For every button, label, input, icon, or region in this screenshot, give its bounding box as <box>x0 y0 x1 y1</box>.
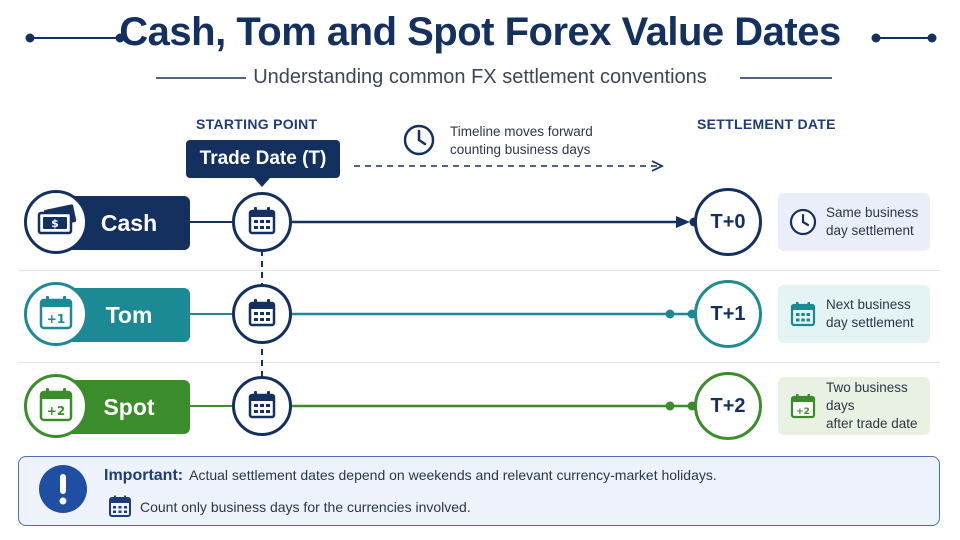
info-card-tom-line-2: day settlement <box>826 315 914 330</box>
info-card-tom: Next business day settlement <box>778 285 930 343</box>
note-text-1: Actual settlement dates depend on weeken… <box>189 467 717 483</box>
info-card-cash-line-2: day settlement <box>826 223 914 238</box>
banknotes-icon: $ <box>24 190 88 254</box>
timeline-note: Timeline moves forward counting business… <box>450 123 593 159</box>
calendar-badge-plus2: +2 <box>47 404 65 418</box>
title-decoration <box>25 33 937 43</box>
note-line-1: Important: Actual settlement dates depend… <box>104 467 717 485</box>
info-card-tom-text: Next business day settlement <box>826 296 914 332</box>
timeline-note-line-2: counting business days <box>450 142 591 157</box>
calendar-badge-plus1: +1 <box>47 312 65 326</box>
info-card-spot-line-1: Two business days <box>826 380 908 413</box>
note-line-2: Count only business days for the currenc… <box>140 499 471 515</box>
page-subtitle: Understanding common FX settlement conve… <box>253 66 707 88</box>
trade-date-pill: Trade Date (T) <box>186 140 340 178</box>
calendar-icon <box>788 299 818 329</box>
settlement-t0: T+0 <box>694 188 762 256</box>
row-label-spot-text: Spot <box>103 393 155 420</box>
svg-text:$: $ <box>51 217 59 230</box>
row-label-cash-text: Cash <box>100 209 158 236</box>
exclamation-icon <box>38 464 88 514</box>
calendar-icon <box>232 284 292 344</box>
info-card-cash-text: Same business day settlement <box>826 204 918 240</box>
calendar-plus2-icon: +2 <box>788 391 818 421</box>
page-title: Cash, Tom and Spot Forex Value Dates <box>119 10 841 54</box>
calendar-plus1-icon: +1 <box>24 282 88 346</box>
info-card-spot-text: Two business days after trade date <box>826 379 930 433</box>
settlement-t2: T+2 <box>694 372 762 440</box>
row-divider <box>18 362 940 363</box>
important-note-box <box>18 456 940 526</box>
starting-point-label: STARTING POINT <box>196 116 318 132</box>
clock-icon <box>788 207 818 237</box>
info-card-tom-line-1: Next business <box>826 297 911 312</box>
info-card-cash-line-1: Same business <box>826 205 919 220</box>
clock-icon <box>402 123 436 157</box>
calendar-icon <box>108 494 132 518</box>
trade-pill-pointer <box>254 178 270 187</box>
timeline-dashed-arrow <box>354 160 665 172</box>
info-card-spot: +2 Two business days after trade date <box>778 377 930 435</box>
note-heading: Important: <box>104 467 184 484</box>
info-card-cash: Same business day settlement <box>778 193 930 251</box>
calendar-plus2-icon: +2 <box>24 374 88 438</box>
calendar-icon <box>232 376 292 436</box>
row-label-tom-text: Tom <box>105 301 153 328</box>
row-divider <box>18 270 940 271</box>
info-card-badge-plus2: +2 <box>796 407 810 417</box>
calendar-icon <box>232 192 292 252</box>
settlement-date-label: SETTLEMENT DATE <box>697 116 836 132</box>
info-card-spot-line-2: after trade date <box>826 416 918 431</box>
settlement-t1: T+1 <box>694 280 762 348</box>
timeline-note-line-1: Timeline moves forward <box>450 124 593 139</box>
